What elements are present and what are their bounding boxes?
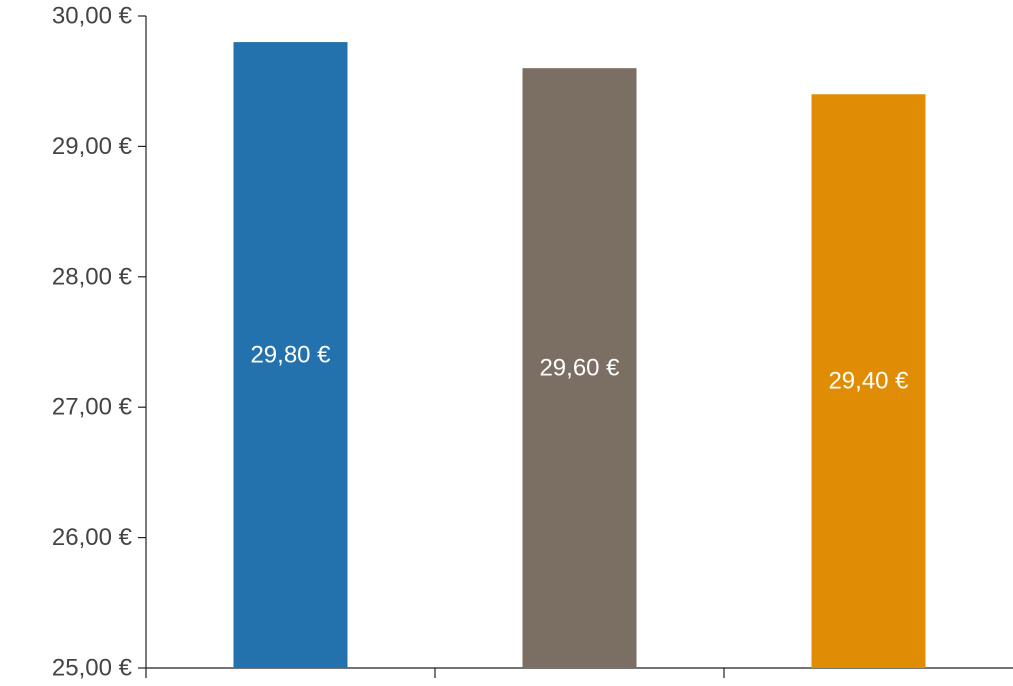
y-tick-label: 29,00 €	[52, 133, 133, 160]
y-axis: 25,00 € 26,00 € 27,00 € 28,00 € 29,00 € 30,00…	[52, 3, 147, 682]
y-tick-label: 28,00 €	[52, 263, 133, 290]
bar	[811, 94, 926, 669]
bar	[233, 42, 348, 668]
y-tick-label: 27,00 €	[52, 394, 133, 421]
data-labels: 29,80 € 29,60 € 29,40 €	[250, 342, 909, 395]
bar-value-label: 29,40 €	[828, 368, 909, 395]
bar	[522, 68, 637, 668]
y-tick-label: 26,00 €	[52, 524, 133, 551]
bars	[233, 42, 926, 669]
y-tick-label: 25,00 €	[52, 655, 133, 682]
x-axis	[146, 667, 1013, 678]
bar-value-label: 29,80 €	[250, 342, 331, 369]
bar-value-label: 29,60 €	[539, 355, 620, 382]
y-tick-label: 30,00 €	[52, 3, 133, 30]
